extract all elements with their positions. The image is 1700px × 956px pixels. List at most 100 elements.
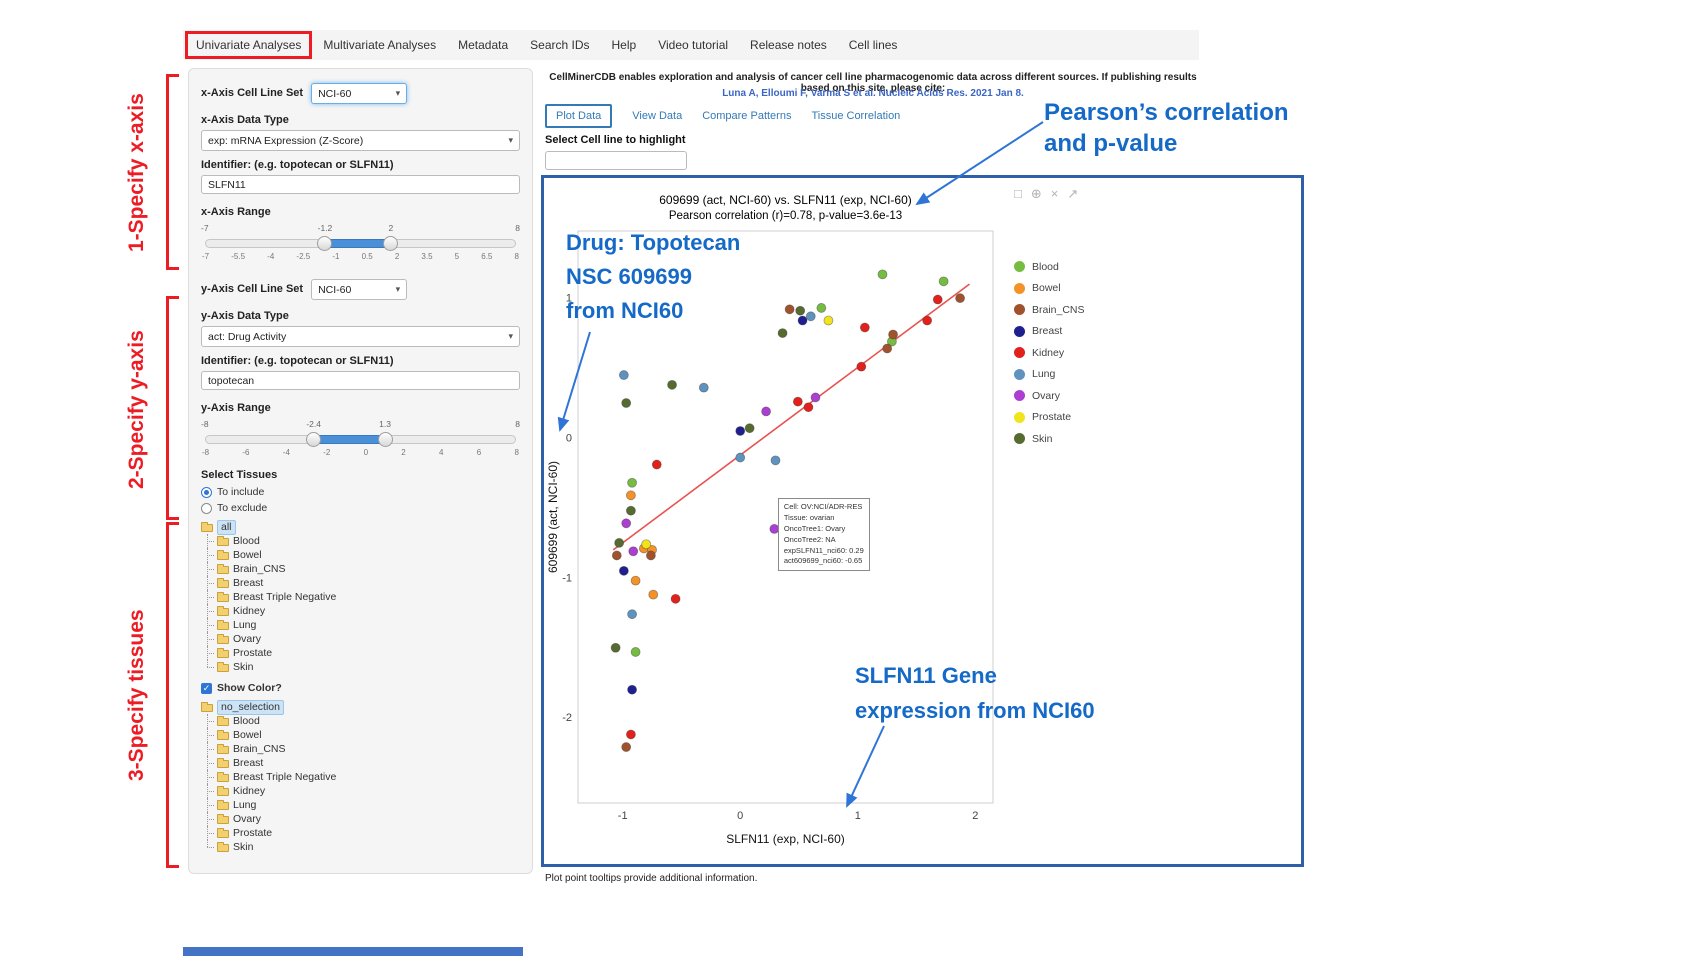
nav-tab-help[interactable]: Help xyxy=(611,38,637,52)
scatter-point-bowel[interactable] xyxy=(630,575,641,586)
nav-tab-cell-lines[interactable]: Cell lines xyxy=(848,38,898,52)
tissues-include-radio[interactable]: To include xyxy=(201,486,520,498)
scatter-point-kidney[interactable] xyxy=(856,361,867,372)
scatter-point-ovary[interactable] xyxy=(621,518,632,529)
tree-item-kidney[interactable]: Kidney xyxy=(201,604,520,618)
scatter-point-skin[interactable] xyxy=(744,423,755,434)
tissues-exclude-radio[interactable]: To exclude xyxy=(201,502,520,514)
nav-tab-multivariate-analyses[interactable]: Multivariate Analyses xyxy=(323,38,437,52)
scatter-point-breast[interactable] xyxy=(618,565,629,576)
scatter-point-brain-cns[interactable] xyxy=(611,550,622,561)
tree-item-ovary[interactable]: Ovary xyxy=(201,812,520,826)
nav-tab-metadata[interactable]: Metadata xyxy=(458,38,509,52)
scatter-point-breast[interactable] xyxy=(735,426,746,436)
legend-item-bowel[interactable]: Bowel xyxy=(1014,278,1085,300)
tree-item-ovary[interactable]: Ovary xyxy=(201,632,520,646)
scatter-point-kidney[interactable] xyxy=(626,729,636,740)
highlight-input[interactable] xyxy=(545,151,687,170)
scatter-point-lung[interactable] xyxy=(618,370,629,380)
scatter-point-ovary[interactable] xyxy=(628,546,639,557)
tab-view-data[interactable]: View Data xyxy=(632,110,683,122)
nav-tab-search-ids[interactable]: Search IDs xyxy=(530,38,590,52)
tree-item-brain-cns[interactable]: Brain_CNS xyxy=(201,742,520,756)
scatter-point-lung[interactable] xyxy=(735,452,746,463)
scatter-point-skin[interactable] xyxy=(667,379,677,390)
scatter-point-kidney[interactable] xyxy=(792,396,803,407)
pan-icon[interactable]: ↗ xyxy=(1067,186,1079,201)
scatter-point-blood[interactable] xyxy=(627,477,637,488)
scatter-point-brain-cns[interactable] xyxy=(784,304,795,315)
nav-tab-video-tutorial[interactable]: Video tutorial xyxy=(658,38,729,52)
legend-item-lung[interactable]: Lung xyxy=(1014,364,1085,386)
legend-item-blood[interactable]: Blood xyxy=(1014,256,1085,278)
scatter-point-skin[interactable] xyxy=(621,398,632,408)
scatter-point-blood[interactable] xyxy=(630,647,641,657)
scatter-point-blood[interactable] xyxy=(938,276,949,287)
scatter-point-bowel[interactable] xyxy=(648,589,659,600)
scatter-point-prostate[interactable] xyxy=(823,315,834,326)
tab-plot-data[interactable]: Plot Data xyxy=(545,104,613,128)
slider-handle-from[interactable]: -2.4 xyxy=(306,419,322,447)
legend-item-prostate[interactable]: Prostate xyxy=(1014,407,1085,429)
scatter-point-bowel[interactable] xyxy=(626,490,636,501)
scatter-point-ovary[interactable] xyxy=(761,406,772,417)
tree-item-brain-cns[interactable]: Brain_CNS xyxy=(201,562,520,576)
tree-item-skin[interactable]: Skin xyxy=(201,840,520,854)
scatter-point-lung[interactable] xyxy=(805,311,816,322)
y-axis-cell-line-set-select[interactable]: NCI-60 ▾ xyxy=(311,279,408,300)
legend-item-ovary[interactable]: Ovary xyxy=(1014,385,1085,407)
legend-item-breast[interactable]: Breast xyxy=(1014,321,1085,343)
tree-item-prostate[interactable]: Prostate xyxy=(201,826,520,840)
scatter-point-prostate[interactable] xyxy=(641,539,652,550)
y-axis-identifier-input[interactable] xyxy=(201,371,520,390)
scatter-point-brain-cns[interactable] xyxy=(882,343,893,354)
legend-item-skin[interactable]: Skin xyxy=(1014,428,1085,450)
slider-track[interactable]: -2.4 1.3 xyxy=(205,419,516,447)
tree-item-breast-triple-negative[interactable]: Breast Triple Negative xyxy=(201,770,520,784)
scatter-point-breast[interactable] xyxy=(797,315,808,326)
y-axis-range-slider[interactable]: -8 8 -2.4 1.3 -8 -6 -4 -2 0 2 4 6 8 xyxy=(201,419,520,457)
scatter-point-blood[interactable] xyxy=(816,303,827,313)
scatter-point-skin[interactable] xyxy=(795,305,806,316)
x-axis-data-type-select[interactable]: exp: mRNA Expression (Z-Score) ▾ xyxy=(201,130,520,151)
show-color-checkbox[interactable]: ✓ Show Color? xyxy=(201,682,282,694)
tree-item-all[interactable]: all xyxy=(201,519,520,535)
x-axis-cell-line-set-select[interactable]: NCI-60 ▾ xyxy=(311,83,408,104)
slider-handle-from[interactable]: -1.2 xyxy=(317,223,333,251)
tree-item-skin[interactable]: Skin xyxy=(201,660,520,674)
close-icon[interactable]: × xyxy=(1050,186,1059,201)
scatter-point-brain-cns[interactable] xyxy=(888,329,898,340)
scatter-point-skin[interactable] xyxy=(614,537,625,548)
nav-tab-release-notes[interactable]: Release notes xyxy=(750,38,827,52)
slider-track[interactable]: -1.2 2 xyxy=(205,223,516,251)
scatter-point-brain-cns[interactable] xyxy=(955,293,965,304)
tree-item-lung[interactable]: Lung xyxy=(201,618,520,632)
scatter-point-blood[interactable] xyxy=(877,269,888,280)
tree-item-kidney[interactable]: Kidney xyxy=(201,784,520,798)
scatter-point-kidney[interactable] xyxy=(670,593,681,604)
y-axis-data-type-select[interactable]: act: Drug Activity ▾ xyxy=(201,326,520,347)
slider-handle-to[interactable]: 1.3 xyxy=(377,419,393,447)
citation-link[interactable]: Luna A, Elloumi F, Varma S et al. Nuclei… xyxy=(722,88,1024,99)
tree-item-lung[interactable]: Lung xyxy=(201,798,520,812)
tab-tissue-correlation[interactable]: Tissue Correlation xyxy=(811,110,901,122)
scatter-point-kidney[interactable] xyxy=(859,322,870,333)
tree-item-breast[interactable]: Breast xyxy=(201,756,520,770)
x-axis-identifier-input[interactable] xyxy=(201,175,520,194)
scatter-point-brain-cns[interactable] xyxy=(621,742,632,752)
scatter-point-skin[interactable] xyxy=(626,505,636,516)
scatter-point-kidney[interactable] xyxy=(922,315,933,326)
scatter-point-lung[interactable] xyxy=(627,609,637,620)
nav-tab-univariate-analyses[interactable]: Univariate Analyses xyxy=(185,31,313,59)
tree-item-bowel[interactable]: Bowel xyxy=(201,548,520,562)
scatter-point-brain-cns[interactable] xyxy=(645,550,656,561)
tree-item-no-selection[interactable]: no_selection xyxy=(201,699,520,715)
tree-item-blood[interactable]: Blood xyxy=(201,534,520,548)
legend-item-kidney[interactable]: Kidney xyxy=(1014,342,1085,364)
x-axis-range-slider[interactable]: -7 8 -1.2 2 -7 -5.5 -4 -2.5 -1 0.5 2 3.5 5 6.5 8 xyxy=(201,223,520,261)
scatter-point-skin[interactable] xyxy=(777,328,788,338)
legend-item-brain-cns[interactable]: Brain_CNS xyxy=(1014,299,1085,321)
scatter-point-lung[interactable] xyxy=(698,382,709,393)
scatter-point-ovary[interactable] xyxy=(810,392,821,403)
tree-item-breast-triple-negative[interactable]: Breast Triple Negative xyxy=(201,590,520,604)
